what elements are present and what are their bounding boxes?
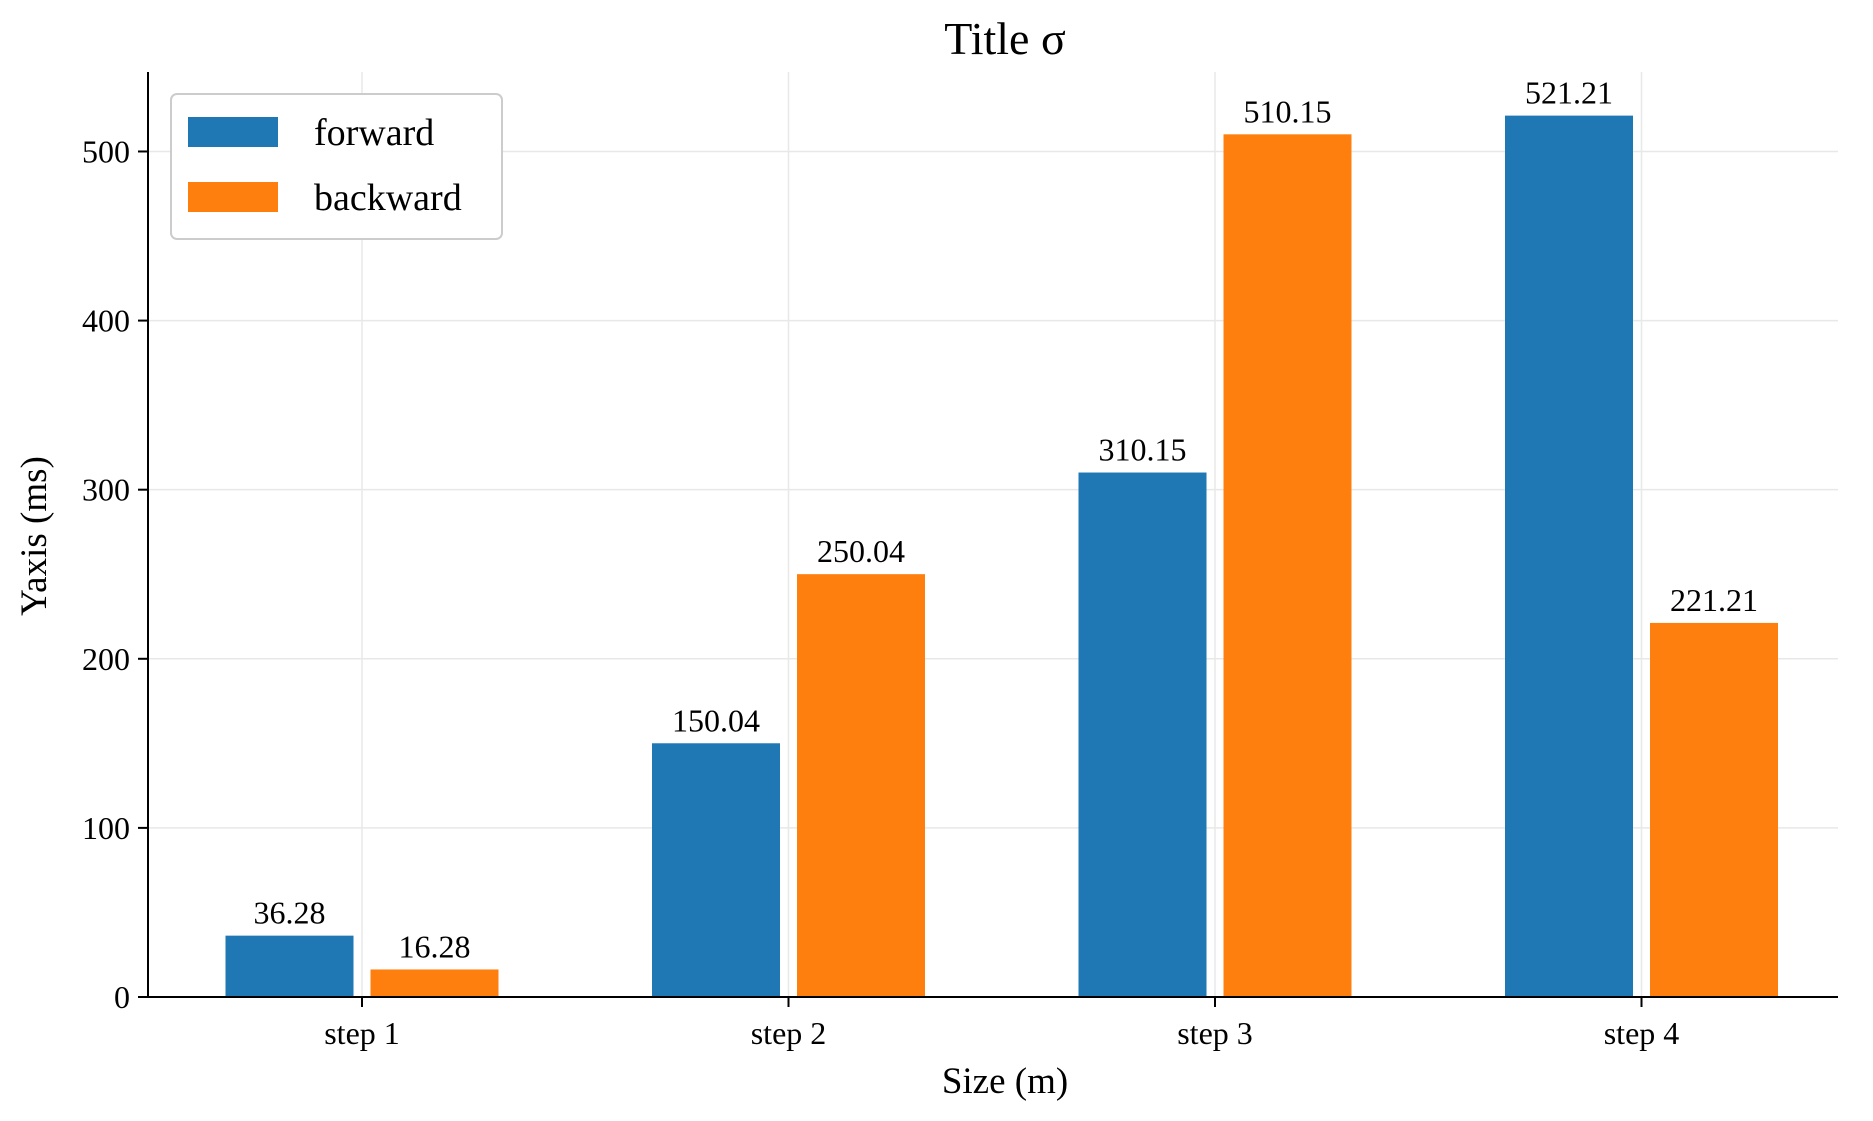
y-tick-label: 500	[82, 133, 130, 169]
bar-forward-3	[1078, 472, 1207, 997]
bar-backward-2	[797, 574, 925, 997]
y-tick-label: 100	[82, 810, 130, 846]
x-tick-label: step 4	[1604, 1015, 1680, 1051]
x-axis-title: Size (m)	[942, 1061, 1068, 1102]
bar-backward-3	[1223, 134, 1352, 998]
legend: forward backward	[170, 93, 503, 240]
legend-label-forward: forward	[314, 112, 434, 154]
x-tick-label: step 1	[324, 1015, 400, 1051]
data-label-backward-3: 510.15	[1244, 93, 1332, 129]
y-tick-label: 300	[82, 472, 130, 508]
data-label-backward-1: 16.28	[399, 928, 471, 964]
bars-layer	[225, 115, 1778, 998]
data-label-forward-3: 310.15	[1099, 432, 1187, 468]
bar-backward-1	[370, 969, 499, 997]
x-tick-label: step 3	[1177, 1015, 1253, 1051]
bar-backward-4	[1650, 622, 1778, 997]
y-tick-label: 400	[82, 303, 130, 339]
data-label-forward-4: 521.21	[1525, 75, 1613, 111]
x-tick-label: step 2	[751, 1015, 827, 1051]
axes-layer: 0 100 200 300 400 500 step 1 step 2 step 3 step 4	[82, 72, 1838, 1051]
data-label-forward-1: 36.28	[254, 895, 326, 931]
data-label-backward-2: 250.04	[817, 533, 905, 569]
y-tick-label: 200	[82, 641, 130, 677]
legend-label-backward: backward	[314, 177, 462, 219]
y-tick-label: 0	[114, 979, 130, 1015]
bar-forward-4	[1505, 115, 1633, 997]
bar-forward-2	[652, 743, 780, 997]
data-labels-layer: 36.28 16.28 150.04 250.04 310.15 510.15 521.21…	[254, 75, 1759, 965]
legend-swatch-forward	[188, 117, 278, 147]
data-label-forward-2: 150.04	[672, 702, 760, 738]
y-axis-title: Yaxis (ms)	[14, 456, 55, 616]
legend-swatch-backward	[188, 182, 278, 212]
chart-title: Title σ	[944, 13, 1066, 64]
bar-forward-1	[225, 935, 354, 997]
data-label-backward-4: 221.21	[1670, 582, 1758, 618]
